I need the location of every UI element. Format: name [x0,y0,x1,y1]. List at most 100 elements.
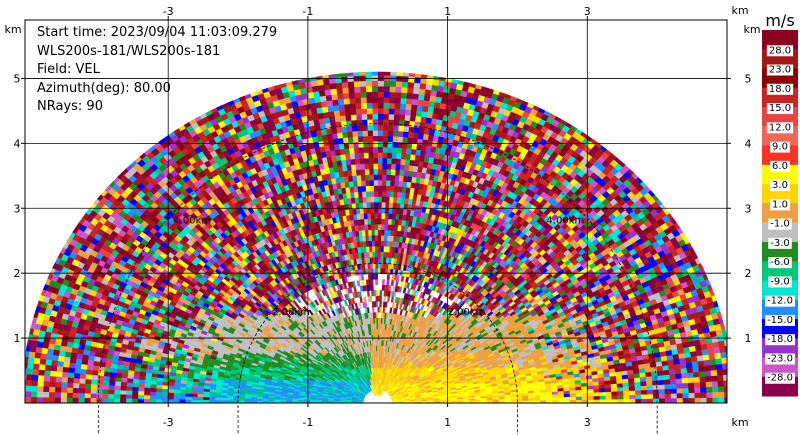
velocity-cell [682,397,690,403]
velocity-cell [405,103,412,111]
velocity-cell [711,386,719,393]
velocity-cell [700,392,707,399]
velocity-cell [409,115,416,122]
velocity-cell [721,362,727,370]
velocity-cell [635,398,642,403]
velocity-cell [723,380,727,387]
velocity-cell [407,81,415,89]
velocity-cell [401,186,407,193]
velocity-cell [639,372,647,378]
velocity-cell [397,130,404,138]
velocity-cell [718,397,725,403]
velocity-cell [658,388,666,395]
velocity-cell [393,185,399,193]
velocity-cell [404,109,412,116]
velocity-cell [696,354,704,362]
velocity-cell [395,202,401,209]
velocity-cell [390,224,395,231]
velocity-cell [402,72,410,77]
velocity-cell [728,363,732,369]
velocity-cell [563,396,571,401]
velocity-cell [668,368,676,375]
velocity-cell [396,191,402,198]
velocity-cell [392,202,397,209]
velocity-cell [709,358,717,366]
velocity-cell [405,153,411,161]
velocity-cell [581,389,588,394]
velocity-cell [401,75,409,83]
velocity-cell [688,397,696,403]
velocity-cell [391,213,396,220]
velocity-cell [551,393,559,398]
velocity-cell [398,114,406,121]
velocity-cell [729,374,733,380]
velocity-cell [599,387,606,393]
velocity-cell [724,391,727,398]
velocity-cell [593,399,601,403]
velocity-cell [395,163,401,171]
velocity-cell [399,108,406,116]
velocity-cell [400,147,407,155]
velocity-cell [698,365,706,372]
velocity-cell [670,397,678,403]
velocity-cell [604,383,612,389]
velocity-cell [623,394,630,400]
velocity-cell [682,392,690,399]
velocity-cell [706,386,713,393]
velocity-cell [706,391,713,398]
velocity-cell [656,370,664,376]
velocity-cell [698,370,706,378]
velocity-cell [634,381,642,387]
velocity-cell [664,393,672,399]
velocity-cell [599,395,607,400]
velocity-cell [402,131,409,138]
velocity-cell [730,386,734,392]
velocity-cell [420,110,428,118]
velocity-cell [714,352,722,360]
velocity-cell [640,385,648,391]
velocity-cell [709,364,718,371]
velocity-cell [408,126,415,133]
velocity-cell [405,148,412,155]
velocity-cell [616,382,624,388]
velocity-cell [398,169,405,177]
velocity-cell [569,396,577,401]
velocity-cell [563,393,571,398]
velocity-cell [391,274,395,281]
velocity-cell [386,273,391,281]
velocity-cell [587,392,595,397]
velocity-cell [395,158,401,165]
velocity-cell [653,398,660,403]
velocity-cell [686,371,694,379]
velocity-cell [704,364,712,372]
velocity-cell [408,72,416,78]
velocity-cell [416,99,424,106]
velocity-cell [699,376,707,383]
velocity-cell [723,385,727,393]
velocity-cell [399,158,406,166]
velocity-cell [658,393,666,399]
velocity-cell [703,359,711,366]
velocity-cell [669,378,677,385]
velocity-cell [393,180,399,187]
velocity-cell [410,148,417,156]
velocity-cell [712,391,719,398]
velocity-cell [688,387,695,394]
velocity-cell [646,393,654,399]
velocity-cell [675,378,683,384]
velocity-cell [652,384,660,390]
velocity-cell [397,136,404,143]
velocity-cell [664,388,672,394]
velocity-cell [635,394,642,400]
velocity-cell [659,398,666,403]
velocity-cell [693,376,701,383]
velocity-cell [730,397,734,403]
velocity-cell [402,175,408,182]
velocity-cell [418,88,426,96]
velocity-cell [409,154,416,161]
velocity-cell [623,398,630,403]
velocity-cell [413,76,421,84]
velocity-cell [413,126,420,134]
velocity-cell [675,373,683,380]
velocity-cell [663,374,671,380]
